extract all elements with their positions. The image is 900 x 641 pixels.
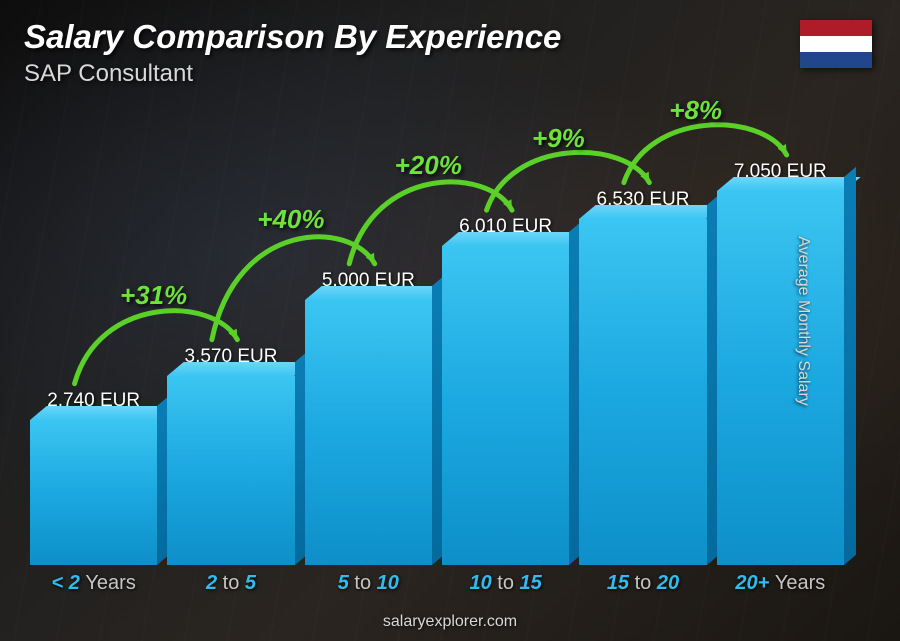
bar-side-face: [844, 167, 856, 565]
x-label-3: 10 to 15: [442, 572, 569, 595]
page-subtitle: SAP Consultant: [24, 60, 876, 88]
bar: [167, 376, 294, 565]
bar: [442, 246, 569, 565]
header: Salary Comparison By Experience SAP Cons…: [24, 18, 876, 88]
x-label-0: < 2 Years: [30, 572, 157, 595]
bars-container: 2,740 EUR 3,570 EUR 5,000 EUR 6,010 EUR: [30, 100, 844, 565]
bar-slot-5: 7,050 EUR: [717, 100, 844, 565]
bar-top-face: [579, 205, 723, 219]
bar-slot-1: 3,570 EUR: [167, 100, 294, 565]
y-axis-label: Average Monthly Salary: [794, 236, 812, 406]
x-label-5: 20+ Years: [717, 572, 844, 595]
bar: [305, 300, 432, 565]
bar-chart: 2,740 EUR 3,570 EUR 5,000 EUR 6,010 EUR: [30, 100, 844, 595]
flag-stripe-white: [800, 36, 872, 52]
bar: [717, 191, 844, 565]
x-label-2: 5 to 10: [305, 572, 432, 595]
bar: [579, 219, 706, 565]
country-flag-netherlands: [800, 20, 872, 68]
bar-slot-2: 5,000 EUR: [305, 100, 432, 565]
bar-top-face: [442, 232, 586, 246]
footer-attribution: salaryexplorer.com: [0, 613, 900, 631]
x-label-4: 15 to 20: [579, 572, 706, 595]
bar-slot-3: 6,010 EUR: [442, 100, 569, 565]
bar-top-face: [167, 362, 311, 376]
flag-stripe-red: [800, 20, 872, 36]
x-label-1: 2 to 5: [167, 572, 294, 595]
bar-top-face: [717, 177, 861, 191]
bar-top-face: [305, 286, 449, 300]
page-title: Salary Comparison By Experience: [24, 18, 876, 56]
bar-slot-0: 2,740 EUR: [30, 100, 157, 565]
bar: [30, 420, 157, 565]
x-axis-labels: < 2 Years 2 to 5 5 to 10 10 to 15 15 to …: [30, 572, 844, 595]
bar-slot-4: 6,530 EUR: [579, 100, 706, 565]
flag-stripe-blue: [800, 52, 872, 68]
bar-top-face: [30, 406, 174, 420]
